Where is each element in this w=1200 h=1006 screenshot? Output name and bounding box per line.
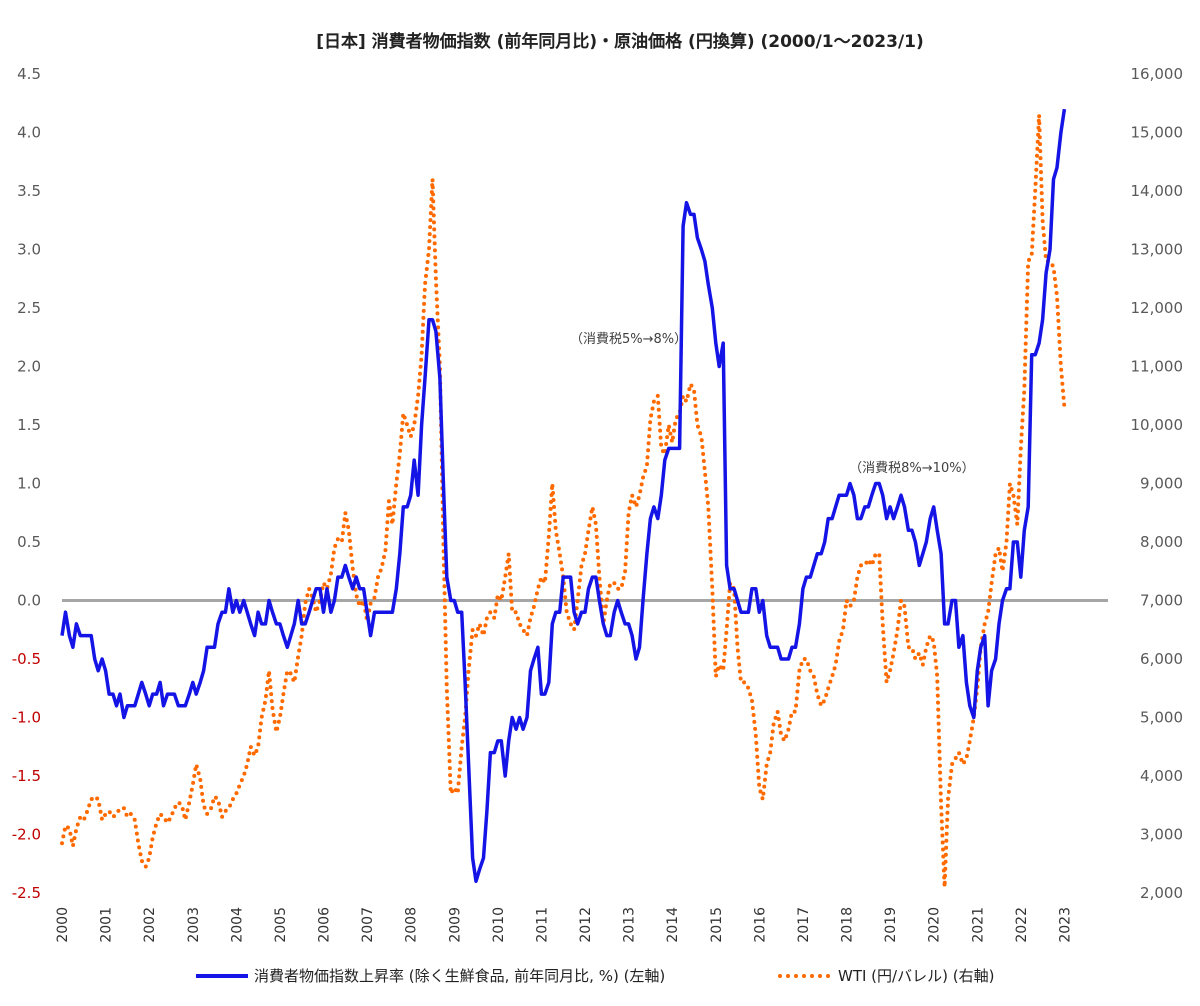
x-tick-label: 2000 (55, 907, 71, 943)
y-left-tick-label: -0.5 (12, 650, 41, 668)
y-left-tick-label: 4.5 (17, 65, 41, 83)
x-tick-label: 2001 (99, 907, 115, 943)
y-right-tick-label: 5,000 (1140, 709, 1183, 727)
y-left-tick-label: 2.5 (17, 299, 41, 317)
y-right-tick-label: 3,000 (1140, 826, 1183, 844)
y-right-tick-label: 11,000 (1131, 358, 1184, 376)
x-tick-label: 2006 (317, 907, 333, 943)
y-left-axis: 4.5 4.0 3.5 3.0 2.5 2.0 1.5 1.0 0.5 0.0 -0.5 -1.0 -1… (12, 65, 41, 902)
series-line-wti (60, 114, 1067, 888)
x-tick-label: 2019 (883, 907, 899, 943)
y-right-tick-label: 9,000 (1140, 475, 1183, 493)
y-right-tick-label: 6,000 (1140, 650, 1183, 668)
y-right-axis: 16,000 15,000 14,000 13,000 12,000 11,000 10,0… (1131, 65, 1184, 902)
y-right-tick-label: 13,000 (1131, 241, 1184, 259)
y-right-tick-label: 2,000 (1140, 884, 1183, 902)
x-tick-label: 2021 (970, 907, 986, 943)
x-tick-label: 2007 (360, 907, 376, 943)
x-tick-label: 2003 (186, 907, 202, 943)
x-tick-label: 2011 (534, 907, 550, 943)
y-right-tick-label: 15,000 (1131, 124, 1184, 142)
y-left-tick-label: 0.0 (17, 592, 41, 610)
x-tick-label: 2017 (796, 907, 812, 943)
legend-label-cpi: 消費者物価指数上昇率 (除く生鮮食品, 前年同月比, %) (左軸) (254, 967, 665, 985)
x-tick-label: 2016 (752, 907, 768, 943)
y-left-tick-label: 0.5 (17, 533, 41, 551)
y-right-tick-label: 16,000 (1131, 65, 1184, 83)
y-left-tick-label: 1.5 (17, 416, 41, 434)
y-left-tick-label: 3.0 (17, 241, 41, 259)
y-left-tick-label: -1.5 (12, 767, 41, 785)
y-right-tick-label: 12,000 (1131, 299, 1184, 317)
x-tick-label: 2005 (273, 907, 289, 943)
x-tick-label: 2020 (927, 907, 943, 943)
x-tick-label: 2013 (622, 907, 638, 943)
y-left-tick-label: 4.0 (17, 124, 41, 142)
plot-area (60, 108, 1067, 888)
annotation-label: （消費税8%→10%） (849, 461, 974, 476)
y-left-tick-label: 2.0 (17, 358, 41, 376)
x-tick-label: 2022 (1014, 907, 1030, 943)
y-left-tick-label: -1.0 (12, 709, 41, 727)
y-left-tick-label: -2.5 (12, 884, 41, 902)
annotations: （消費税5%→8%） （消費税8%→10%） (570, 332, 975, 476)
y-left-tick-label: -2.0 (12, 826, 41, 844)
chart-title: [日本] 消費者物価指数 (前年同月比)・原油価格 (円換算) (2000/1〜… (316, 31, 924, 52)
y-right-tick-label: 10,000 (1131, 416, 1184, 434)
x-tick-label: 2008 (404, 907, 420, 943)
x-tick-label: 2012 (578, 907, 594, 943)
legend: 消費者物価指数上昇率 (除く生鮮食品, 前年同月比, %) (左軸) WTI (… (196, 967, 994, 985)
x-axis: 2000 2001 2002 2003 2004 2005 2006 2007 2008 2009… (55, 907, 1073, 943)
x-tick-label: 2004 (229, 907, 245, 943)
x-tick-label: 2015 (709, 907, 725, 943)
y-right-tick-label: 8,000 (1140, 533, 1183, 551)
y-left-tick-label: 1.0 (17, 475, 41, 493)
y-right-tick-label: 14,000 (1131, 182, 1184, 200)
y-right-tick-label: 4,000 (1140, 767, 1183, 785)
y-right-tick-label: 7,000 (1140, 592, 1183, 610)
y-left-tick-label: 3.5 (17, 182, 41, 200)
x-tick-label: 2014 (665, 907, 681, 943)
x-tick-label: 2023 (1057, 907, 1073, 943)
x-tick-label: 2009 (447, 907, 463, 943)
series-line-cpi (60, 108, 1067, 884)
x-tick-label: 2002 (142, 907, 158, 943)
legend-label-wti: WTI (円/バレル) (右軸) (838, 967, 994, 985)
annotation-label: （消費税5%→8%） (570, 332, 687, 347)
x-tick-label: 2018 (840, 907, 856, 943)
x-tick-label: 2010 (491, 907, 507, 943)
